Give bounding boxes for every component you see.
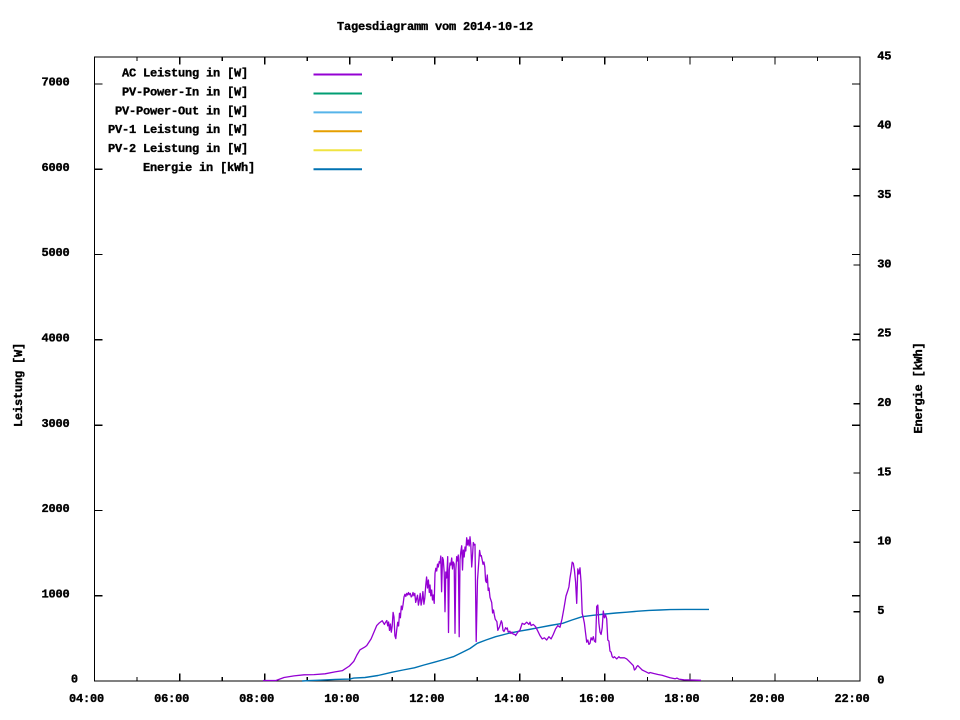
svg-text:PV-Power-Out in [W]: PV-Power-Out in [W] bbox=[115, 104, 248, 118]
svg-text:5000: 5000 bbox=[41, 246, 69, 260]
svg-text:14:00: 14:00 bbox=[494, 692, 529, 706]
svg-text:PV-2 Leistung in [W]: PV-2 Leistung in [W] bbox=[108, 142, 248, 156]
svg-text:0: 0 bbox=[877, 673, 884, 687]
svg-text:Energie in [kWh]: Energie in [kWh] bbox=[143, 161, 255, 175]
svg-text:1000: 1000 bbox=[41, 587, 69, 601]
svg-text:Energie [kWh]: Energie [kWh] bbox=[912, 342, 926, 433]
svg-text:12:00: 12:00 bbox=[409, 692, 444, 706]
svg-text:30: 30 bbox=[877, 257, 891, 271]
svg-text:16:00: 16:00 bbox=[579, 692, 614, 706]
svg-text:15: 15 bbox=[877, 465, 891, 479]
svg-text:45: 45 bbox=[877, 49, 891, 63]
svg-text:20:00: 20:00 bbox=[749, 692, 784, 706]
svg-text:6000: 6000 bbox=[41, 161, 69, 175]
svg-text:PV-Power-In in [W]: PV-Power-In in [W] bbox=[122, 85, 248, 99]
svg-text:0: 0 bbox=[71, 673, 78, 687]
svg-text:4000: 4000 bbox=[41, 332, 69, 346]
svg-text:2000: 2000 bbox=[41, 502, 69, 516]
svg-text:40: 40 bbox=[877, 119, 891, 133]
svg-text:5: 5 bbox=[877, 604, 884, 618]
svg-text:08:00: 08:00 bbox=[239, 692, 274, 706]
svg-text:PV-1 Leistung in [W]: PV-1 Leistung in [W] bbox=[108, 123, 248, 137]
svg-text:Leistung [W]: Leistung [W] bbox=[12, 343, 26, 427]
svg-text:7000: 7000 bbox=[41, 76, 69, 90]
svg-text:3000: 3000 bbox=[41, 417, 69, 431]
svg-text:20: 20 bbox=[877, 396, 891, 410]
svg-text:10: 10 bbox=[877, 535, 891, 549]
svg-text:AC Leistung in [W]: AC Leistung in [W] bbox=[122, 66, 248, 80]
svg-text:10:00: 10:00 bbox=[324, 692, 359, 706]
svg-text:22:00: 22:00 bbox=[834, 692, 869, 706]
svg-text:25: 25 bbox=[877, 327, 891, 341]
svg-text:Tagesdiagramm vom 2014-10-12: Tagesdiagramm vom 2014-10-12 bbox=[337, 20, 533, 34]
svg-text:18:00: 18:00 bbox=[664, 692, 699, 706]
svg-text:06:00: 06:00 bbox=[154, 692, 189, 706]
svg-text:35: 35 bbox=[877, 188, 891, 202]
svg-text:04:00: 04:00 bbox=[69, 692, 104, 706]
